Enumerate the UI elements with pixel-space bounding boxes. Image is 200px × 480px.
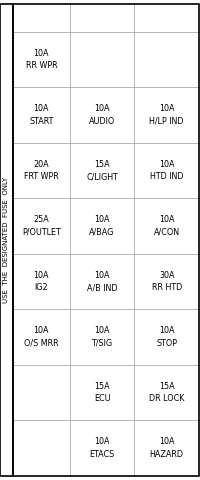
Text: 10A
START: 10A START bbox=[29, 104, 54, 126]
Text: 10A
STOP: 10A STOP bbox=[156, 326, 177, 348]
Text: 10A
AUDIO: 10A AUDIO bbox=[89, 104, 115, 126]
Text: 15A
ECU: 15A ECU bbox=[94, 382, 110, 404]
Text: 10A
H/LP IND: 10A H/LP IND bbox=[149, 104, 184, 126]
Text: 15A
C/LIGHT: 15A C/LIGHT bbox=[86, 160, 118, 181]
Text: 10A
HAZARD: 10A HAZARD bbox=[150, 437, 184, 459]
Text: 10A
A/CON: 10A A/CON bbox=[154, 216, 180, 237]
Text: 10A
IG2: 10A IG2 bbox=[34, 271, 49, 292]
Text: 10A
RR WPR: 10A RR WPR bbox=[26, 49, 57, 70]
Text: 10A
A/B IND: 10A A/B IND bbox=[87, 271, 117, 292]
Text: 10A
ETACS: 10A ETACS bbox=[89, 437, 115, 459]
Text: 20A
FRT WPR: 20A FRT WPR bbox=[24, 160, 59, 181]
Bar bbox=[0, 4, 13, 476]
Text: 10A
T/SIG: 10A T/SIG bbox=[92, 326, 113, 348]
Text: 10A
HTD IND: 10A HTD IND bbox=[150, 160, 183, 181]
Text: 30A
RR HTD: 30A RR HTD bbox=[152, 271, 182, 292]
Text: 15A
DR LOCK: 15A DR LOCK bbox=[149, 382, 184, 404]
Text: 10A
O/S MRR: 10A O/S MRR bbox=[24, 326, 59, 348]
Text: 10A
A/BAG: 10A A/BAG bbox=[89, 216, 115, 237]
Text: 25A
P/OUTLET: 25A P/OUTLET bbox=[22, 216, 61, 237]
Text: USE  THE  DESIGNATED  FUSE  ONLY: USE THE DESIGNATED FUSE ONLY bbox=[3, 177, 10, 303]
